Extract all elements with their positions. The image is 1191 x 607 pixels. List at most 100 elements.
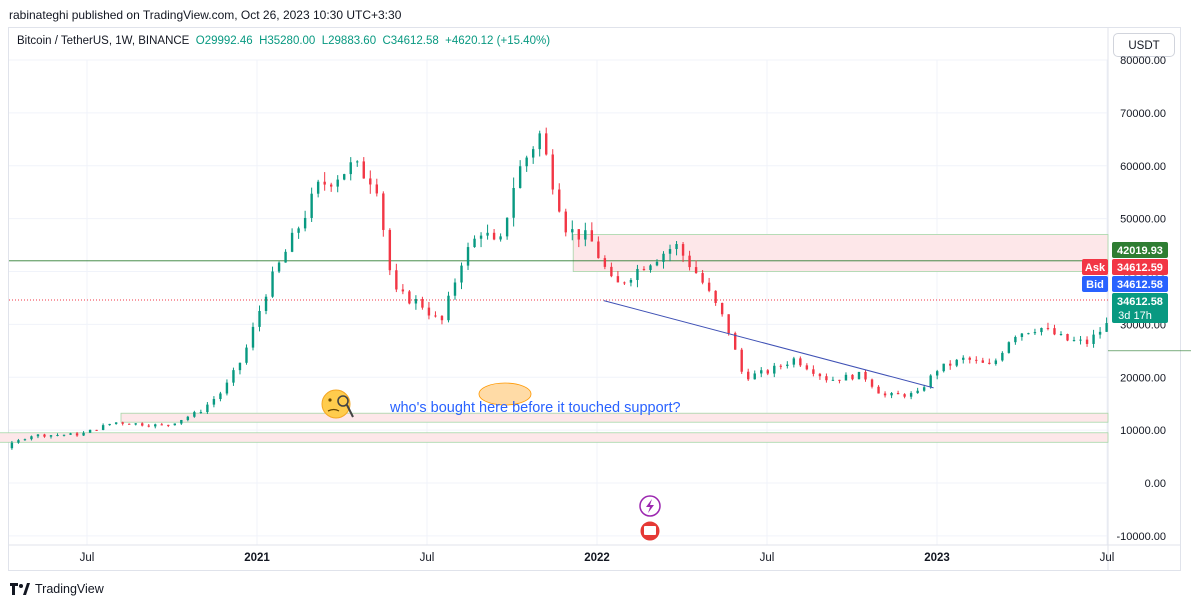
candle xyxy=(414,299,418,304)
x-tick-label: 2021 xyxy=(244,552,270,564)
emoji-mouth xyxy=(327,408,340,412)
footer-brand[interactable]: TradingView xyxy=(10,582,104,596)
chart-legend: Bitcoin / TetherUS, 1W, BINANCE O29992.4… xyxy=(17,35,550,47)
candle xyxy=(453,282,457,296)
candle xyxy=(916,390,919,394)
currency-button[interactable]: USDT xyxy=(1113,33,1175,57)
candle xyxy=(1014,336,1017,343)
candle xyxy=(929,375,932,388)
x-tick-label: Jul xyxy=(420,552,435,564)
candle xyxy=(160,424,163,426)
candle xyxy=(564,211,567,233)
x-tick-label: 2023 xyxy=(924,552,950,564)
candle xyxy=(545,133,548,155)
candle xyxy=(499,236,502,240)
candle xyxy=(421,299,424,308)
candle xyxy=(870,379,874,387)
candle xyxy=(297,228,300,233)
candle xyxy=(779,365,783,367)
candle xyxy=(362,161,365,179)
x-tick-label: Jul xyxy=(1100,552,1115,564)
candle xyxy=(147,425,150,427)
candle xyxy=(245,347,248,363)
candle xyxy=(1171,347,1173,350)
candle xyxy=(173,423,177,426)
candle xyxy=(212,399,216,405)
x-tick-label: Jul xyxy=(80,552,95,564)
candle xyxy=(56,434,59,436)
candle xyxy=(597,241,600,259)
candles-group xyxy=(4,127,1186,451)
candle xyxy=(316,181,320,194)
candle xyxy=(571,229,574,233)
candle xyxy=(369,178,372,185)
y-tick-label: 80000.00 xyxy=(1120,55,1166,67)
candle xyxy=(1184,340,1186,347)
candle xyxy=(375,184,379,194)
annotation-text[interactable]: who's bought here before it touched supp… xyxy=(390,400,681,416)
candle xyxy=(134,423,137,425)
candle xyxy=(655,261,659,266)
candle xyxy=(1007,342,1011,353)
tag-ask: 34612.59 xyxy=(1117,262,1163,274)
ohlc-open: O29992.46 xyxy=(195,35,253,47)
tag-bid-bg xyxy=(1112,276,1168,292)
candle xyxy=(36,434,40,437)
candle xyxy=(831,379,835,381)
footer-brand-label: TradingView xyxy=(35,582,104,596)
candle xyxy=(23,439,27,441)
candle xyxy=(525,157,528,167)
candle xyxy=(277,262,281,272)
candle xyxy=(584,230,587,240)
candle xyxy=(408,291,411,304)
candle xyxy=(818,373,822,377)
candle xyxy=(88,429,92,433)
candle xyxy=(1079,339,1082,341)
candle xyxy=(238,362,242,371)
candle xyxy=(1020,333,1024,337)
candle xyxy=(141,423,144,426)
candle xyxy=(812,369,815,374)
tag-level-bg xyxy=(1112,242,1168,258)
candle xyxy=(75,433,79,436)
candle xyxy=(649,265,652,271)
candle xyxy=(994,360,998,364)
candle xyxy=(1164,343,1166,347)
candle xyxy=(629,279,633,283)
candle xyxy=(219,393,222,400)
candle xyxy=(805,365,809,370)
candle xyxy=(258,310,261,327)
tag-ask-label: Ask xyxy=(1085,262,1106,274)
candle xyxy=(401,289,405,292)
symbol-name[interactable]: Bitcoin / TetherUS, 1W, BINANCE xyxy=(17,35,190,47)
support-zone-lower xyxy=(0,432,1109,443)
candle xyxy=(1033,332,1037,334)
candle xyxy=(838,379,841,381)
candle xyxy=(1066,334,1069,341)
candle xyxy=(460,265,463,283)
candle xyxy=(675,244,678,250)
candle xyxy=(1072,340,1076,342)
candle xyxy=(590,230,594,242)
candle xyxy=(4,448,6,451)
candle xyxy=(225,382,229,394)
magnifier-handle xyxy=(346,404,354,418)
candle xyxy=(1040,327,1043,333)
candle xyxy=(1112,323,1114,329)
candle xyxy=(30,436,33,440)
ohlc-low: L29883.60 xyxy=(321,35,377,47)
candle xyxy=(473,238,476,248)
candle xyxy=(49,435,53,437)
y-tick-label: 60000.00 xyxy=(1120,161,1166,173)
candle xyxy=(792,358,796,365)
candle xyxy=(662,253,665,262)
candle xyxy=(760,370,763,374)
y-tick-label: 50000.00 xyxy=(1120,214,1166,226)
candle xyxy=(1059,334,1063,336)
support-zone-upper xyxy=(120,412,1109,423)
candle xyxy=(714,290,717,303)
candle xyxy=(193,412,196,417)
tag-ask-bg xyxy=(1112,259,1168,275)
candle xyxy=(786,364,789,367)
